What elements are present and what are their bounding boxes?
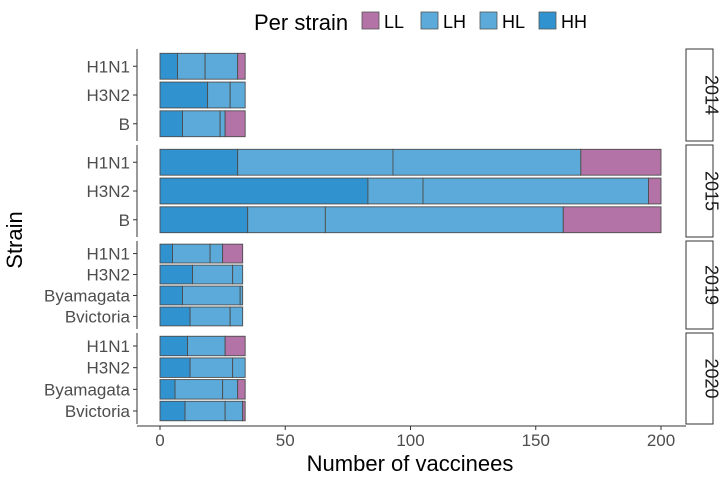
y-tick-label: Bvictoria	[65, 307, 131, 326]
bar-segment-ll	[237, 379, 246, 400]
y-axis-title: Strain	[2, 211, 27, 268]
bar-segment-hl	[192, 264, 234, 285]
bar-segment-hl	[189, 357, 234, 378]
y-tick-label: H1N1	[87, 57, 130, 76]
bar-segment-lh	[229, 306, 244, 327]
bar-segment-lh	[222, 379, 239, 400]
strip-label-2020: 2020	[702, 358, 720, 398]
legend-key-ll	[361, 11, 380, 30]
bar-segment-ll	[224, 335, 246, 357]
legend-label-hh: HH	[561, 12, 587, 32]
y-tick-label: Bvictoria	[65, 402, 131, 421]
bar-segment-hh	[159, 335, 189, 357]
y-tick-label: Byamagata	[44, 380, 131, 399]
strip-2015	[685, 144, 714, 238]
bar-segment-ll	[237, 52, 246, 80]
y-tick-label: Byamagata	[44, 286, 131, 305]
bar-segment-lh	[232, 357, 246, 378]
bar-segment-lh	[219, 110, 226, 138]
bar-segment-hh	[159, 52, 178, 80]
bar-segment-hh	[159, 379, 176, 400]
strip-2019	[685, 240, 714, 330]
panel-2014: H1N1 H3N2 B 2014	[87, 48, 720, 142]
legend-label-ll: LL	[384, 12, 404, 32]
bar-segment-ll	[580, 148, 662, 176]
strip-2014	[685, 48, 714, 142]
bar-segment-hl	[172, 243, 211, 264]
y-tick-label: H3N2	[87, 86, 130, 105]
legend-key-hl	[479, 11, 498, 30]
bar-segment-lh	[422, 177, 649, 205]
y-tick-label: H1N1	[87, 153, 130, 172]
bar-segment-hl	[182, 110, 221, 138]
panels: H1N1H3N2B2014H1N1H3N2B2015H1N1H3N2Byamag…	[44, 48, 720, 425]
x-tick-label: 150	[522, 431, 550, 450]
bar-segment-hl	[237, 148, 394, 176]
bar-segment-hh	[159, 177, 369, 205]
bar-segment-hl	[182, 285, 241, 306]
bar-segment-hl	[187, 335, 226, 357]
y-tick-label: H3N2	[87, 266, 130, 285]
y-tick-label: H1N1	[87, 337, 130, 356]
bar-segment-hh	[159, 357, 191, 378]
bar-segment-ll	[562, 206, 662, 234]
x-axis-title: Number of vaccinees	[307, 451, 514, 476]
bar-segment-ll	[648, 177, 662, 205]
bar-segment-hh	[159, 110, 183, 138]
strip-2020	[685, 332, 714, 425]
legend-label-lh: LH	[443, 12, 466, 32]
y-tick-label: H3N2	[87, 182, 130, 201]
legend-key-lh	[420, 11, 439, 30]
y-tick-label: H3N2	[87, 359, 130, 378]
bar-segment-lh	[209, 243, 224, 264]
panel-2015: H1N1 H3N2 B 2015	[87, 144, 720, 238]
bar-segment-lh	[232, 264, 244, 285]
x-axis: 0 50 100 150 200	[137, 425, 686, 450]
panel-2020: H1N1 H3N2 Byamagata Bvictoria 2020	[44, 332, 720, 425]
bar-segment-hl	[247, 206, 326, 234]
y-tick-label: H1N1	[87, 245, 130, 264]
bar-segment-lh	[239, 285, 244, 306]
x-tick-label: 50	[276, 431, 295, 450]
bar-segment-hl	[174, 379, 224, 400]
bar-segment-hl	[207, 81, 231, 109]
strip-label-2019: 2019	[702, 265, 720, 305]
bar-segment-lh	[204, 52, 239, 80]
bar-segment-hh	[159, 81, 209, 109]
strip-label-2014: 2014	[702, 75, 720, 115]
y-tick-label: B	[119, 211, 130, 230]
legend: Per strain LL LH HL HH	[254, 10, 587, 35]
legend-label-hl: HL	[502, 12, 525, 32]
bar-segment-hh	[159, 148, 239, 176]
bar-segment-ll	[222, 243, 244, 264]
bar-segment-lh	[224, 400, 244, 422]
legend-key-hh	[538, 11, 557, 30]
bar-segment-lh	[229, 81, 246, 109]
y-tick-label: B	[119, 115, 130, 134]
strip-label-2015: 2015	[702, 171, 720, 211]
bar-segment-hh	[159, 243, 173, 264]
x-tick-label: 200	[647, 431, 675, 450]
legend-title: Per strain	[254, 10, 348, 35]
bar-segment-ll	[224, 110, 246, 138]
bar-segment-hl	[184, 400, 226, 422]
bar-segment-hl	[367, 177, 424, 205]
x-tick-label: 100	[396, 431, 424, 450]
bar-segment-hh	[159, 400, 186, 422]
bar-segment-hh	[159, 264, 194, 285]
bar-segment-hh	[159, 306, 191, 327]
bar-segment-lh	[392, 148, 582, 176]
bar-segment-hh	[159, 206, 249, 234]
x-tick-label: 0	[155, 431, 164, 450]
bar-segment-hl	[189, 306, 231, 327]
bar-segment-hl	[177, 52, 206, 80]
bar-segment-ll	[242, 400, 246, 422]
bar-segment-hh	[159, 285, 183, 306]
bar-segment-lh	[324, 206, 564, 234]
